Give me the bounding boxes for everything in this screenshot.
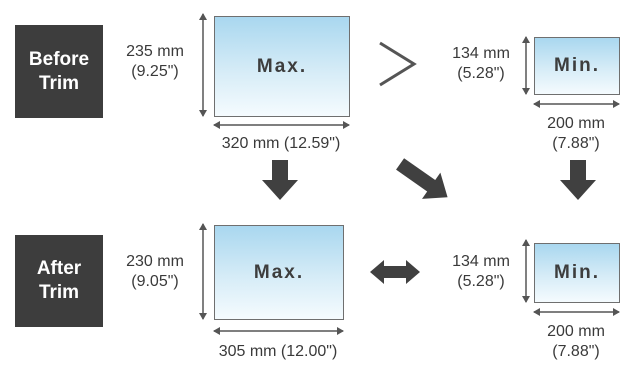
after-max-height-label: 230 mm (9.05")	[112, 252, 198, 292]
after-trim-tag: After Trim	[15, 235, 103, 327]
after-max-box: Max.	[214, 225, 344, 320]
after-max-width: 305 mm (12.00")	[218, 343, 338, 360]
after-min-height-in: (5.28")	[457, 273, 505, 290]
greater-than-icon	[379, 41, 417, 87]
before-min-height-label: 134 mm (5.28")	[438, 44, 524, 84]
after-min-label: Min.	[554, 262, 600, 283]
before-max-height-label: 235 mm (9.25")	[112, 42, 198, 82]
before-min-height-in: (5.28")	[457, 65, 505, 82]
before-trim-line2: Trim	[38, 72, 80, 94]
before-min-box: Min.	[534, 37, 620, 95]
before-min-width-mm: 200 mm	[547, 115, 605, 132]
before-max-box: Max.	[214, 16, 350, 117]
after-min-height-label: 134 mm (5.28")	[438, 252, 524, 292]
before-max-label: Max.	[256, 55, 308, 77]
after-max-width-label: 305 mm (12.00")	[183, 342, 373, 362]
before-trim-line1: Before	[28, 48, 90, 70]
double-arrow-icon	[370, 260, 420, 284]
after-min-width-mm: 200 mm	[547, 323, 605, 340]
before-min-width-label: 200 mm (7.88")	[530, 114, 622, 154]
before-trim-tag: Before Trim	[15, 25, 103, 118]
before-min-width-in: (7.88")	[552, 135, 600, 152]
before-max-height-mm: 235 mm	[126, 43, 184, 60]
down-arrow-icon-max	[262, 160, 298, 200]
after-min-width-label: 200 mm (7.88")	[530, 322, 622, 362]
after-max-height-in: (9.05")	[131, 273, 179, 290]
after-min-box: Min.	[534, 243, 620, 303]
before-max-width: 320 mm (12.59")	[221, 135, 341, 152]
after-max-label: Max.	[253, 261, 305, 283]
before-min-label: Min.	[554, 55, 600, 76]
before-min-height-mm: 134 mm	[452, 45, 510, 62]
after-trim-line2: Trim	[38, 282, 80, 303]
after-trim-line1: After	[36, 258, 82, 279]
after-min-width-in: (7.88")	[552, 343, 600, 360]
after-min-height-mm: 134 mm	[452, 253, 510, 270]
before-max-width-label: 320 mm (12.59")	[186, 134, 376, 154]
down-arrow-icon-min	[560, 160, 596, 200]
diagonal-arrow-icon	[396, 158, 448, 199]
before-max-height-in: (9.25")	[131, 63, 179, 80]
after-max-height-mm: 230 mm	[126, 253, 184, 270]
